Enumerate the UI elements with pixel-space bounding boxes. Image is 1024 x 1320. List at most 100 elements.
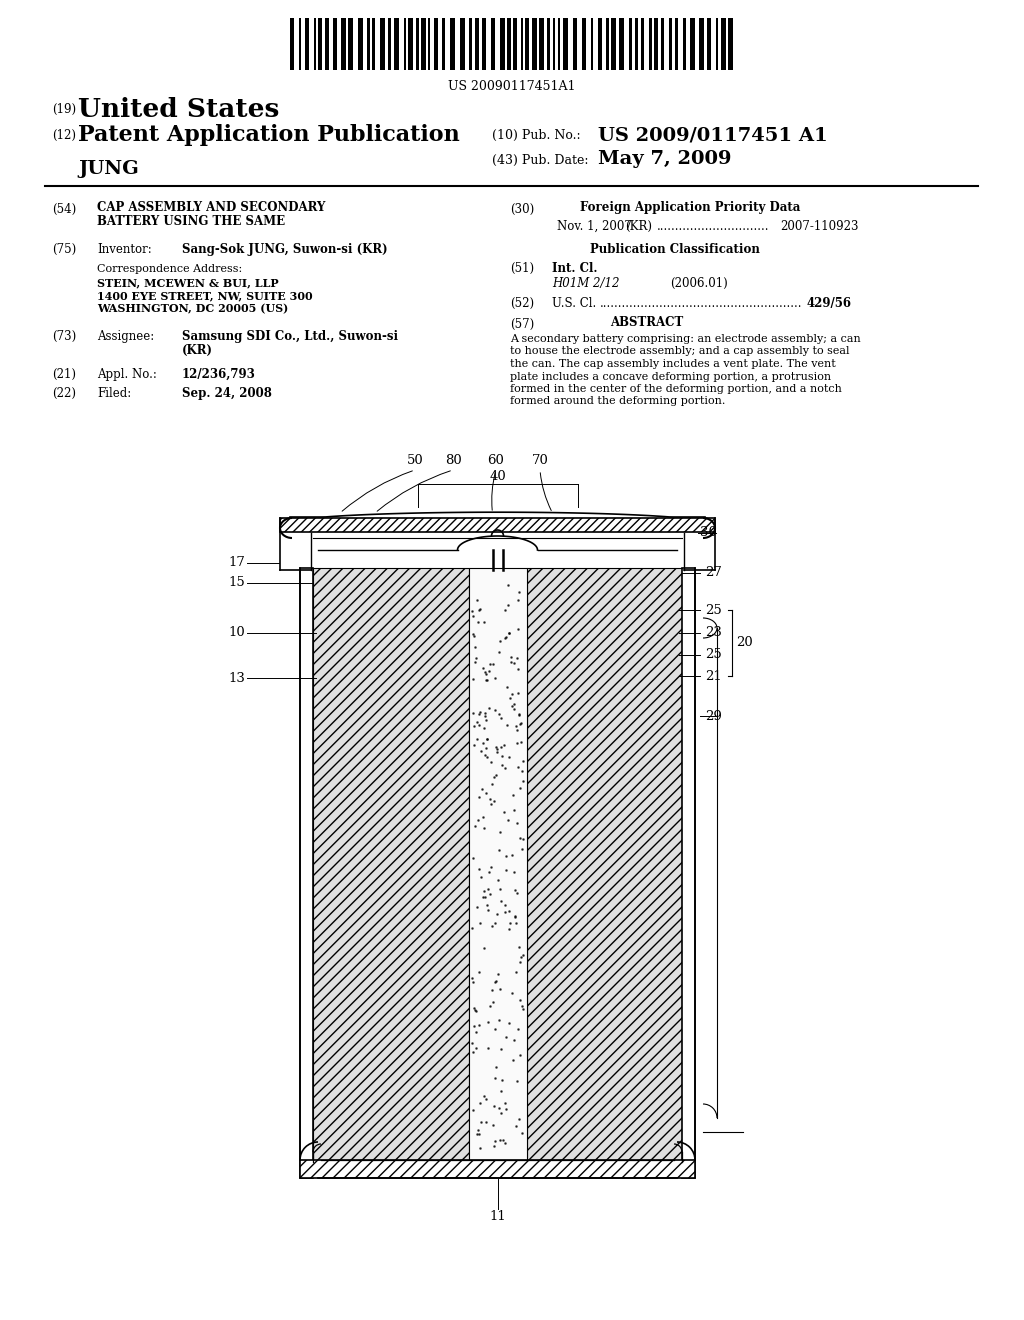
Text: 12/236,793: 12/236,793	[182, 368, 256, 381]
Text: BATTERY USING THE SAME: BATTERY USING THE SAME	[97, 215, 285, 228]
Bar	[682, 568, 695, 1177]
Text: Patent Application Publication: Patent Application Publication	[78, 124, 460, 147]
Bar	[314, 18, 316, 70]
Bar	[532, 18, 537, 70]
Bar	[591, 18, 593, 70]
Bar	[367, 18, 370, 70]
Bar	[716, 18, 718, 70]
Bar	[442, 18, 445, 70]
Bar	[475, 18, 479, 70]
Bar	[598, 18, 602, 70]
Bar	[290, 18, 294, 70]
Text: (19): (19)	[52, 103, 76, 116]
Bar	[629, 18, 632, 70]
Bar	[460, 18, 465, 70]
Bar	[699, 18, 705, 70]
Text: plate includes a concave deforming portion, a protrusion: plate includes a concave deforming porti…	[510, 371, 831, 381]
Text: (KR): (KR)	[182, 345, 213, 356]
Text: (30): (30)	[510, 203, 535, 216]
Text: (73): (73)	[52, 330, 76, 343]
Text: 2007-110923: 2007-110923	[780, 220, 858, 234]
Text: 27: 27	[705, 566, 722, 579]
Bar	[728, 18, 733, 70]
Bar	[372, 18, 375, 70]
Text: (51): (51)	[510, 261, 535, 275]
Text: 15: 15	[228, 577, 245, 590]
Text: (54): (54)	[52, 203, 76, 216]
Bar	[325, 18, 329, 70]
Bar	[618, 18, 624, 70]
Text: (KR): (KR)	[625, 220, 652, 234]
Text: H01M 2/12: H01M 2/12	[552, 277, 620, 290]
Bar	[547, 18, 550, 70]
Text: to house the electrode assembly; and a cap assembly to seal: to house the electrode assembly; and a c…	[510, 346, 850, 356]
Text: 29: 29	[705, 710, 722, 722]
Bar	[333, 18, 337, 70]
Bar	[521, 18, 523, 70]
Bar	[654, 18, 658, 70]
Text: (10) Pub. No.:: (10) Pub. No.:	[492, 129, 581, 143]
Text: 23: 23	[705, 627, 722, 639]
Text: ..............................: ..............................	[657, 220, 769, 234]
Text: Inventor:: Inventor:	[97, 243, 152, 256]
Text: JUNG: JUNG	[78, 160, 138, 178]
Bar	[280, 517, 715, 532]
Bar	[500, 18, 505, 70]
Text: (57): (57)	[510, 318, 535, 331]
Bar	[721, 18, 726, 70]
Bar	[450, 18, 455, 70]
Text: 11: 11	[489, 1210, 506, 1224]
Bar	[573, 18, 577, 70]
Bar	[606, 18, 609, 70]
Bar	[513, 18, 517, 70]
Text: (22): (22)	[52, 387, 76, 400]
Text: 50: 50	[407, 454, 423, 467]
Bar	[469, 568, 526, 1163]
Text: Assignee:: Assignee:	[97, 330, 155, 343]
Bar	[641, 18, 644, 70]
Text: Sang-Sok JUNG, Suwon-si (KR): Sang-Sok JUNG, Suwon-si (KR)	[182, 243, 388, 256]
Text: Appl. No.:: Appl. No.:	[97, 368, 157, 381]
Text: WASHINGTON, DC 20005 (US): WASHINGTON, DC 20005 (US)	[97, 304, 288, 314]
Bar	[469, 18, 472, 70]
Bar	[318, 18, 322, 70]
Bar	[553, 18, 555, 70]
Text: CAP ASSEMBLY AND SECONDARY: CAP ASSEMBLY AND SECONDARY	[97, 201, 326, 214]
Bar	[707, 18, 711, 70]
Text: 40: 40	[489, 470, 506, 483]
Bar	[582, 18, 586, 70]
Bar	[394, 18, 399, 70]
Text: Publication Classification: Publication Classification	[590, 243, 760, 256]
Bar	[690, 18, 695, 70]
Text: (21): (21)	[52, 368, 76, 381]
Bar	[563, 18, 568, 70]
Bar	[421, 18, 426, 70]
Text: 25: 25	[705, 603, 722, 616]
Text: 70: 70	[531, 454, 549, 467]
Bar	[300, 1160, 695, 1177]
Text: Int. Cl.: Int. Cl.	[552, 261, 597, 275]
Bar	[675, 18, 678, 70]
Text: (2006.01): (2006.01)	[670, 277, 728, 290]
Bar	[380, 18, 385, 70]
Bar	[300, 568, 313, 1177]
Bar	[313, 568, 469, 1163]
Text: (12): (12)	[52, 129, 76, 143]
Text: Foreign Application Priority Data: Foreign Application Priority Data	[580, 201, 801, 214]
Text: US 20090117451A1: US 20090117451A1	[449, 81, 575, 92]
Text: Nov. 1, 2007: Nov. 1, 2007	[557, 220, 632, 234]
Text: ABSTRACT: ABSTRACT	[610, 315, 683, 329]
Text: formed around the deforming portion.: formed around the deforming portion.	[510, 396, 725, 407]
Bar	[305, 18, 309, 70]
Bar	[635, 18, 638, 70]
Bar	[558, 18, 560, 70]
Bar	[404, 18, 406, 70]
Bar	[669, 18, 672, 70]
Bar	[358, 18, 362, 70]
Text: Correspondence Address:: Correspondence Address:	[97, 264, 243, 275]
Text: (52): (52)	[510, 297, 535, 310]
Text: Filed:: Filed:	[97, 387, 131, 400]
Text: (43) Pub. Date:: (43) Pub. Date:	[492, 154, 589, 168]
Bar	[348, 18, 353, 70]
Text: the can. The cap assembly includes a vent plate. The vent: the can. The cap assembly includes a ven…	[510, 359, 836, 370]
